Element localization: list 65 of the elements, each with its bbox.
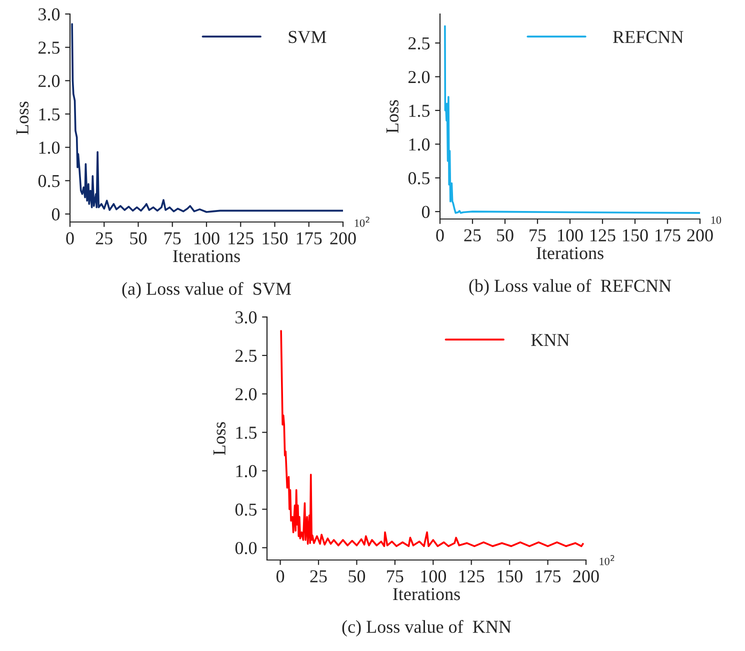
x-tick-label: 0	[276, 570, 284, 582]
x-tick-label: 50	[348, 570, 366, 582]
x-tick-label: 150	[262, 232, 288, 244]
text: (b) Loss value of REFCNN	[469, 279, 672, 296]
y-axis-title: Loss	[386, 100, 398, 134]
x-axis-title: Iterations	[173, 250, 240, 262]
y-tick-label: 3.0	[38, 8, 60, 21]
x-tick-label: 75	[164, 232, 181, 244]
legend-label: REFCNN	[613, 30, 684, 44]
y-tick-label: 2.0	[408, 70, 430, 84]
x-tick-label: 25	[310, 570, 327, 582]
x-tick-label: 50	[497, 229, 514, 242]
y-tick-label: 1.0	[409, 138, 430, 151]
x-tick-label: 25	[464, 229, 481, 242]
y-tick-label: 0.5	[408, 172, 430, 184]
y-tick-label: 1.0	[236, 465, 257, 478]
y-tick-label: 0.5	[235, 504, 257, 516]
y-axis-title: Loss	[16, 102, 28, 135]
x-tick-label: 175	[656, 229, 680, 242]
x-tick-label: 175	[536, 570, 561, 582]
legend-label: KNN	[531, 334, 570, 346]
y-tick-label: 3.0	[236, 311, 257, 324]
x-tick-label: 100	[194, 232, 220, 244]
y-tick-label: 2.5	[408, 37, 430, 50]
x-tick-label: 200	[330, 232, 356, 244]
x-tick-label: 175	[296, 232, 322, 244]
x-tick-label: 125	[590, 229, 616, 242]
y-axis-title: Loss	[213, 422, 226, 456]
x-tick-label: 0	[66, 232, 74, 244]
y-tick-label: 0.5	[38, 174, 60, 188]
x-tick-label: 125	[228, 232, 254, 244]
y-tick-label: 0.0	[235, 542, 257, 554]
legend-label: SVM	[288, 30, 326, 44]
x-tick-label: 125	[459, 570, 484, 582]
text: (c) Loss value of KNN	[342, 620, 512, 637]
line-series	[280, 330, 584, 548]
x-tick-label: 75	[387, 570, 404, 582]
x-axis-title: Iterations	[393, 588, 460, 600]
y-tick-label: 2.5	[38, 42, 60, 54]
y-tick-label: 2.0	[236, 388, 257, 400]
text: 10$^{2}$	[600, 555, 614, 566]
y-tick-label: 1.5	[39, 108, 60, 121]
x-tick-label: 0	[436, 229, 444, 242]
x-tick-label: 75	[530, 229, 546, 242]
line-series	[444, 25, 700, 214]
y-tick-label: 0	[422, 206, 430, 218]
x-tick-label: 100	[558, 229, 583, 242]
x-tick-label: 100	[421, 570, 446, 582]
y-tick-label: 0	[52, 208, 60, 220]
y-tick-label: 2.5	[236, 350, 257, 362]
text: (a) Loss value of SVM	[122, 282, 291, 299]
x-tick-label: 200	[573, 570, 599, 582]
x-tick-label: 25	[96, 232, 112, 244]
x-tick-label: 50	[130, 232, 147, 244]
y-tick-label: 1.5	[409, 104, 430, 117]
x-axis-title: Iterations	[536, 247, 604, 260]
y-tick-label: 2.0	[38, 74, 60, 88]
text: 10	[711, 216, 722, 224]
text: 10$^{2}$	[354, 216, 370, 227]
line-series	[71, 23, 343, 213]
x-tick-label: 150	[623, 229, 648, 242]
x-tick-label: 150	[498, 570, 522, 582]
x-tick-label: 200	[687, 229, 713, 242]
y-tick-label: 1.0	[39, 142, 60, 154]
y-tick-label: 1.5	[236, 426, 257, 439]
